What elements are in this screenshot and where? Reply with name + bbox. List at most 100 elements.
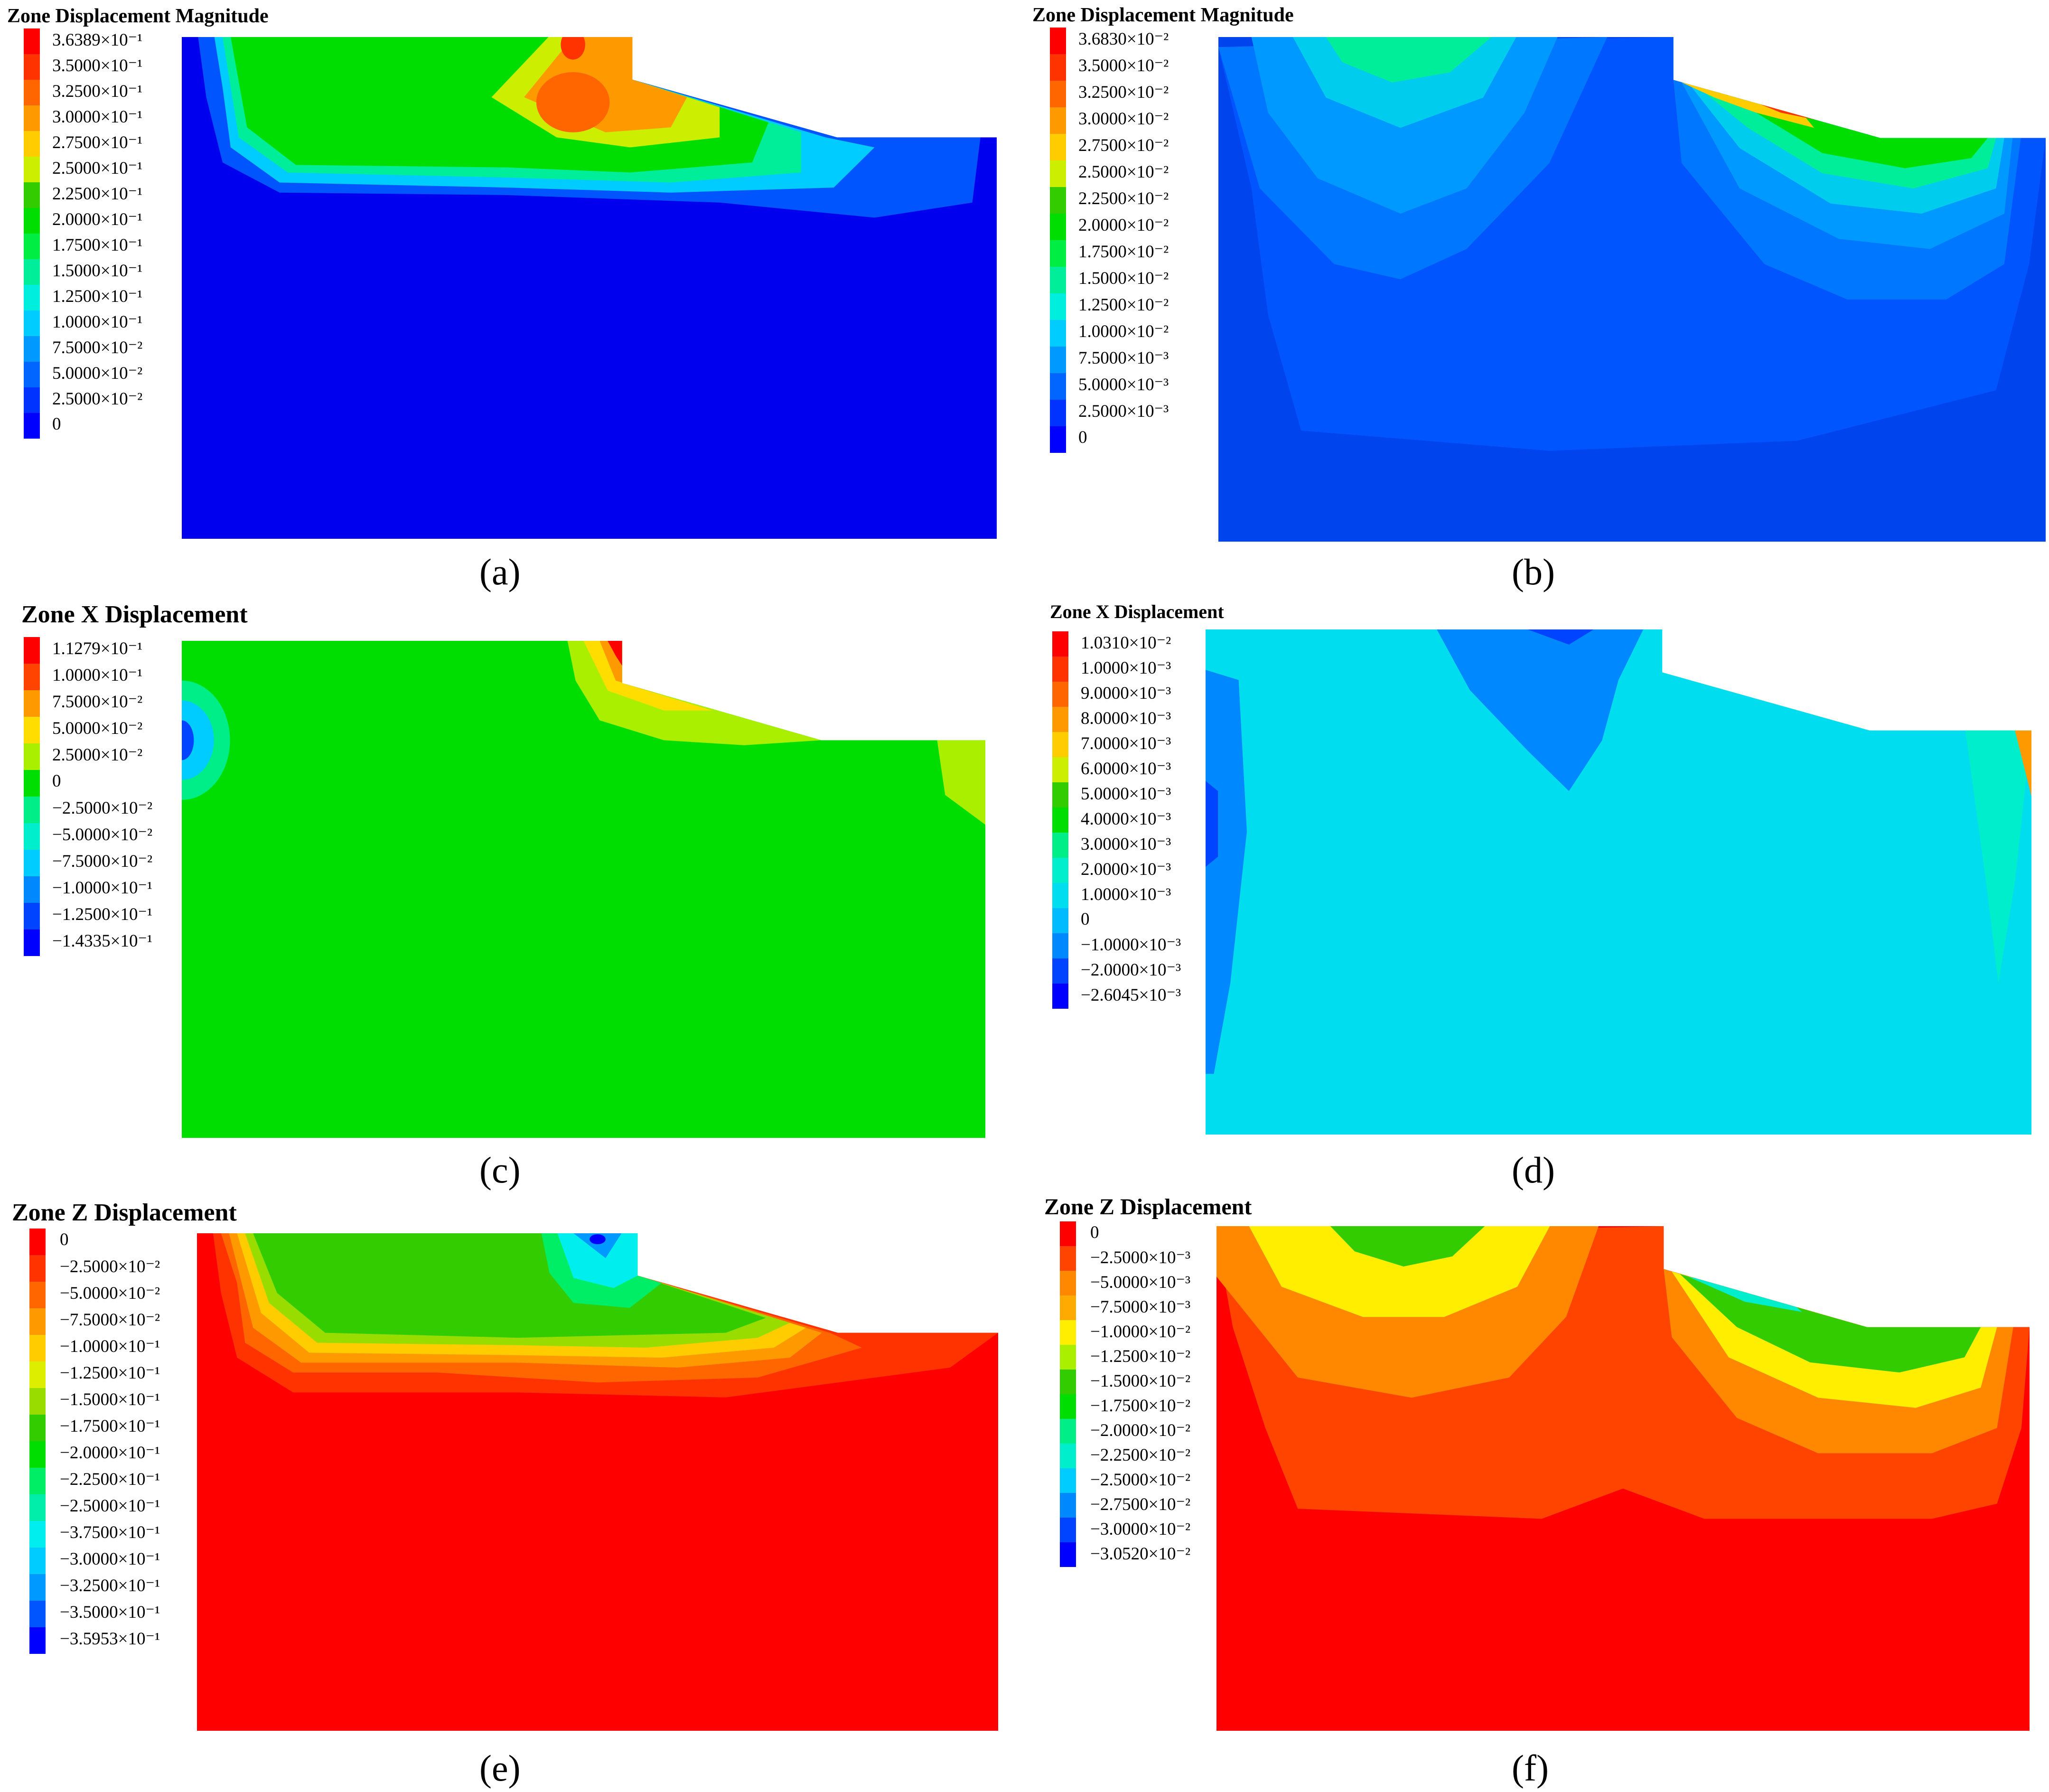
legend-swatch	[24, 929, 40, 956]
legend-swatch	[1052, 883, 1068, 908]
contour-band	[1527, 629, 1594, 645]
legend-swatch	[1052, 984, 1068, 1009]
legend-swatch	[1060, 1419, 1076, 1444]
legend-label: −3.7500×10⁻¹	[60, 1523, 160, 1542]
legend-label: 3.5000×10⁻²	[1078, 56, 1169, 75]
legend-swatch	[24, 903, 40, 929]
contour-band	[1437, 629, 1644, 791]
legend-swatch	[29, 1388, 46, 1415]
legend-label: 1.5000×10⁻¹	[52, 261, 143, 281]
legend-swatch	[1052, 757, 1068, 782]
contour-band	[589, 1234, 606, 1245]
legend-label: 1.7500×10⁻¹	[52, 235, 143, 255]
legend-swatch	[29, 1415, 46, 1441]
legend-swatch	[29, 1229, 46, 1255]
legend-swatch	[1050, 320, 1066, 347]
legend-label: −3.0520×10⁻²	[1090, 1544, 1191, 1564]
legend-label: −3.0000×10⁻¹	[60, 1549, 160, 1569]
legend-label: −7.5000×10⁻²	[60, 1310, 160, 1330]
contour-band	[182, 680, 230, 800]
legend-swatch	[24, 105, 40, 131]
legend-label: 2.7500×10⁻¹	[52, 133, 143, 152]
legend-label: 5.0000×10⁻³	[1078, 375, 1169, 394]
legend-swatch	[24, 362, 40, 387]
panel-title: Zone X Displacement	[21, 601, 248, 628]
contour-band	[561, 37, 585, 60]
legend-swatch	[1050, 54, 1066, 81]
legend-label: 9.0000×10⁻³	[1081, 684, 1171, 703]
legend-label: −3.5953×10⁻¹	[60, 1629, 160, 1649]
legend-label: −2.5000×10⁻²	[60, 1257, 160, 1276]
legend-label: 7.0000×10⁻³	[1081, 734, 1171, 753]
contour-plot	[1216, 1226, 2030, 1731]
legend-label: 0	[1078, 428, 1087, 447]
contour-base	[182, 641, 985, 1138]
legend-label: −1.0000×10⁻¹	[52, 878, 153, 898]
legend-label: −7.5000×10⁻³	[1090, 1297, 1191, 1317]
legend-label: 1.2500×10⁻²	[1078, 295, 1169, 315]
legend-swatch	[24, 208, 40, 234]
legend-swatch	[24, 80, 40, 105]
legend-swatch	[29, 1468, 46, 1494]
legend-label: 1.0000×10⁻¹	[52, 312, 143, 332]
legend-swatch	[1052, 631, 1068, 657]
legend-label: 6.0000×10⁻³	[1081, 759, 1171, 779]
legend-swatch	[1050, 240, 1066, 267]
legend-label: −3.0000×10⁻²	[1090, 1520, 1191, 1539]
panel-caption: (b)	[1512, 551, 1555, 592]
contour-band	[1249, 1226, 1550, 1317]
legend-label: 2.2500×10⁻¹	[52, 184, 143, 204]
legend-label: 1.7500×10⁻²	[1078, 242, 1169, 262]
legend-swatch	[1052, 682, 1068, 707]
legend-swatch	[29, 1282, 46, 1308]
legend-swatch	[29, 1335, 46, 1361]
legend-swatch	[1052, 958, 1068, 984]
legend-swatch	[1050, 107, 1066, 134]
legend-label: 2.7500×10⁻²	[1078, 136, 1169, 155]
legend-label: −1.2500×10⁻²	[1090, 1347, 1191, 1366]
legend-swatch	[24, 743, 40, 770]
legend-label: 3.6830×10⁻²	[1078, 29, 1169, 49]
legend-swatch	[1052, 732, 1068, 757]
panel-caption: (f)	[1512, 1747, 1549, 1789]
contour-band	[573, 1233, 622, 1258]
legend-swatch	[24, 182, 40, 208]
legend-swatch	[1052, 833, 1068, 858]
legend-swatch	[24, 157, 40, 182]
legend-label: 2.0000×10⁻²	[1078, 216, 1169, 235]
legend-label: −1.5000×10⁻¹	[60, 1390, 160, 1409]
legend-label: 3.2500×10⁻²	[1078, 83, 1169, 102]
legend-label: 0	[1090, 1223, 1099, 1242]
contour-band	[1206, 781, 1218, 867]
legend-swatch	[24, 259, 40, 285]
contour-plot	[182, 641, 985, 1138]
contour-band	[1330, 1226, 1485, 1267]
legend-swatch	[1050, 267, 1066, 293]
legend-label: −1.0000×10⁻³	[1081, 935, 1181, 955]
legend-swatch	[1060, 1394, 1076, 1419]
legend-label: 1.0310×10⁻²	[1081, 633, 1171, 653]
legend-label: 3.2500×10⁻¹	[52, 82, 143, 101]
legend-label: −1.5000×10⁻²	[1090, 1371, 1191, 1391]
legend-label: 3.0000×10⁻²	[1078, 109, 1169, 129]
legend-swatch	[24, 54, 40, 80]
legend-swatch	[29, 1494, 46, 1521]
legend-label: 1.2500×10⁻¹	[52, 287, 143, 306]
contour-band	[567, 641, 822, 745]
legend-swatch	[24, 310, 40, 336]
legend-swatch	[1060, 1542, 1076, 1567]
legend-label: −1.4335×10⁻¹	[52, 931, 153, 951]
legend-swatch	[24, 876, 40, 903]
legend-swatch	[1052, 807, 1068, 833]
legend-swatch	[1050, 28, 1066, 54]
legend-label: 1.0000×10⁻³	[1081, 658, 1171, 678]
legend-swatch	[1050, 293, 1066, 320]
legend-swatch	[29, 1627, 46, 1654]
legend-label: −3.2500×10⁻¹	[60, 1576, 160, 1595]
legend-label: 1.0000×10⁻³	[1081, 885, 1171, 904]
legend-swatch	[29, 1441, 46, 1468]
contour-plot	[182, 37, 997, 539]
legend-swatch	[1060, 1370, 1076, 1394]
legend-swatch	[1060, 1246, 1076, 1271]
legend-label: −1.0000×10⁻²	[1090, 1322, 1191, 1342]
